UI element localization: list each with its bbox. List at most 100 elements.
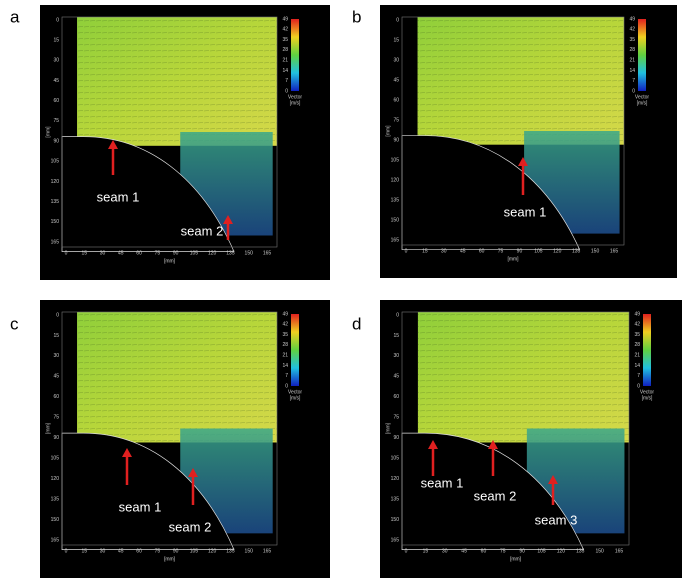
colorbar-tick-label: 21 — [282, 57, 288, 63]
x-tick-label: 105 — [537, 548, 546, 554]
x-tick-label: 45 — [461, 548, 467, 554]
colorbar-tick-label: 49 — [282, 311, 288, 317]
x-tick-label: 30 — [442, 548, 448, 554]
colorbar-tick-label: 14 — [282, 68, 288, 74]
colorbar-tick-label: 49 — [634, 311, 640, 317]
x-tick-label: 105 — [190, 548, 199, 554]
x-tick-label: 165 — [263, 548, 272, 554]
x-tick-label: 90 — [173, 548, 179, 554]
plot-frame — [61, 311, 278, 546]
seam-arrow-head — [188, 468, 198, 477]
colorbar — [291, 19, 299, 91]
seam-arrow-head — [223, 215, 233, 224]
seam-arrow-head — [488, 440, 498, 449]
colorbar-tick-label: 49 — [282, 16, 288, 22]
x-tick-label: 150 — [245, 548, 254, 554]
x-tick-label: 90 — [517, 248, 523, 254]
colorbar-tick-label: 42 — [282, 27, 288, 33]
x-tick-label: 120 — [208, 250, 217, 256]
x-tick-label: 45 — [460, 248, 466, 254]
y-tick-label: 30 — [393, 57, 399, 63]
colorbar-tick-label: 14 — [634, 363, 640, 369]
y-tick-label: 165 — [51, 239, 60, 245]
y-tick-label: 30 — [393, 353, 399, 359]
colorbar-tick-label: 7 — [637, 373, 640, 379]
y-tick-label: 150 — [51, 517, 60, 523]
y-tick-label: 60 — [393, 394, 399, 400]
x-tick-label: 135 — [572, 248, 581, 254]
x-tick-label: 90 — [173, 250, 179, 256]
x-tick-label: 105 — [190, 250, 199, 256]
x-tick-label: 60 — [136, 250, 142, 256]
y-tick-label: 90 — [393, 137, 399, 143]
y-tick-label: 15 — [53, 38, 59, 44]
y-tick-label: 60 — [53, 98, 59, 104]
x-tick-label: 15 — [81, 250, 87, 256]
y-tick-label: 165 — [51, 537, 60, 543]
y-tick-label: 105 — [51, 159, 60, 165]
colorbar-title: Vector — [640, 389, 655, 395]
y-tick-label: 15 — [393, 37, 399, 43]
plot-frame — [401, 311, 630, 546]
colorbar-unit: [m/s] — [290, 100, 301, 106]
x-tick-label: 150 — [595, 548, 604, 554]
x-tick-label: 75 — [500, 548, 506, 554]
x-axis-unit: [mm] — [164, 556, 176, 562]
x-tick-label: 60 — [481, 548, 487, 554]
x-tick-label: 120 — [557, 548, 566, 554]
colorbar-tick-label: 28 — [634, 342, 640, 348]
colorbar-unit: [m/s] — [637, 100, 648, 106]
colorbar-tick-label: 28 — [629, 47, 635, 53]
colorbar-tick-label: 0 — [285, 88, 288, 94]
y-tick-label: 60 — [393, 97, 399, 103]
x-tick-label: 120 — [553, 248, 562, 254]
x-tick-label: 150 — [591, 248, 600, 254]
panel-label: c — [10, 314, 19, 333]
colorbar-tick-label: 7 — [285, 78, 288, 84]
y-tick-label: 0 — [56, 17, 59, 23]
x-tick-label: 30 — [441, 248, 447, 254]
x-tick-label: 45 — [118, 250, 124, 256]
y-tick-label: 75 — [393, 117, 399, 123]
flow-vectors — [417, 312, 629, 443]
colorbar-tick-label: 35 — [629, 37, 635, 43]
y-tick-label: 150 — [51, 219, 60, 225]
x-axis-unit: [mm] — [164, 258, 176, 264]
body-cut — [401, 135, 581, 250]
x-tick-label: 90 — [519, 548, 525, 554]
colorbar-tick-label: 35 — [634, 332, 640, 338]
y-tick-label: 105 — [51, 456, 60, 462]
colorbar-title: Vector — [288, 389, 303, 395]
y-tick-label: 90 — [53, 435, 59, 441]
y-tick-label: 75 — [393, 415, 399, 421]
y-tick-label: 15 — [53, 333, 59, 339]
x-tick-label: 165 — [610, 248, 619, 254]
seam-label: seam 3 — [535, 512, 578, 527]
y-axis-unit: [mm] — [45, 126, 51, 138]
x-tick-label: 15 — [423, 548, 429, 554]
x-tick-label: 30 — [100, 548, 106, 554]
y-tick-label: 165 — [391, 237, 400, 243]
y-tick-label: 45 — [393, 77, 399, 83]
x-tick-label: 165 — [263, 250, 272, 256]
colorbar-tick-label: 7 — [632, 78, 635, 84]
x-tick-label: 135 — [226, 548, 235, 554]
seam-label: seam 1 — [97, 189, 140, 204]
flow-vectors — [77, 312, 277, 443]
colorbar-tick-label: 0 — [637, 383, 640, 389]
colorbar-title: Vector — [635, 94, 650, 100]
y-tick-label: 60 — [53, 394, 59, 400]
y-tick-label: 45 — [53, 374, 59, 380]
y-tick-label: 90 — [393, 435, 399, 441]
body-cut — [401, 432, 585, 551]
colorbar-tick-label: 42 — [629, 27, 635, 33]
y-tick-label: 135 — [391, 496, 400, 502]
seam-label: seam 1 — [421, 475, 464, 490]
x-tick-label: 60 — [136, 548, 142, 554]
y-tick-label: 30 — [53, 353, 59, 359]
x-tick-label: 0 — [65, 548, 68, 554]
colorbar-tick-label: 7 — [285, 373, 288, 379]
y-tick-label: 75 — [53, 415, 59, 421]
colorbar-title: Vector — [288, 94, 303, 100]
flow-vectors — [417, 17, 624, 145]
